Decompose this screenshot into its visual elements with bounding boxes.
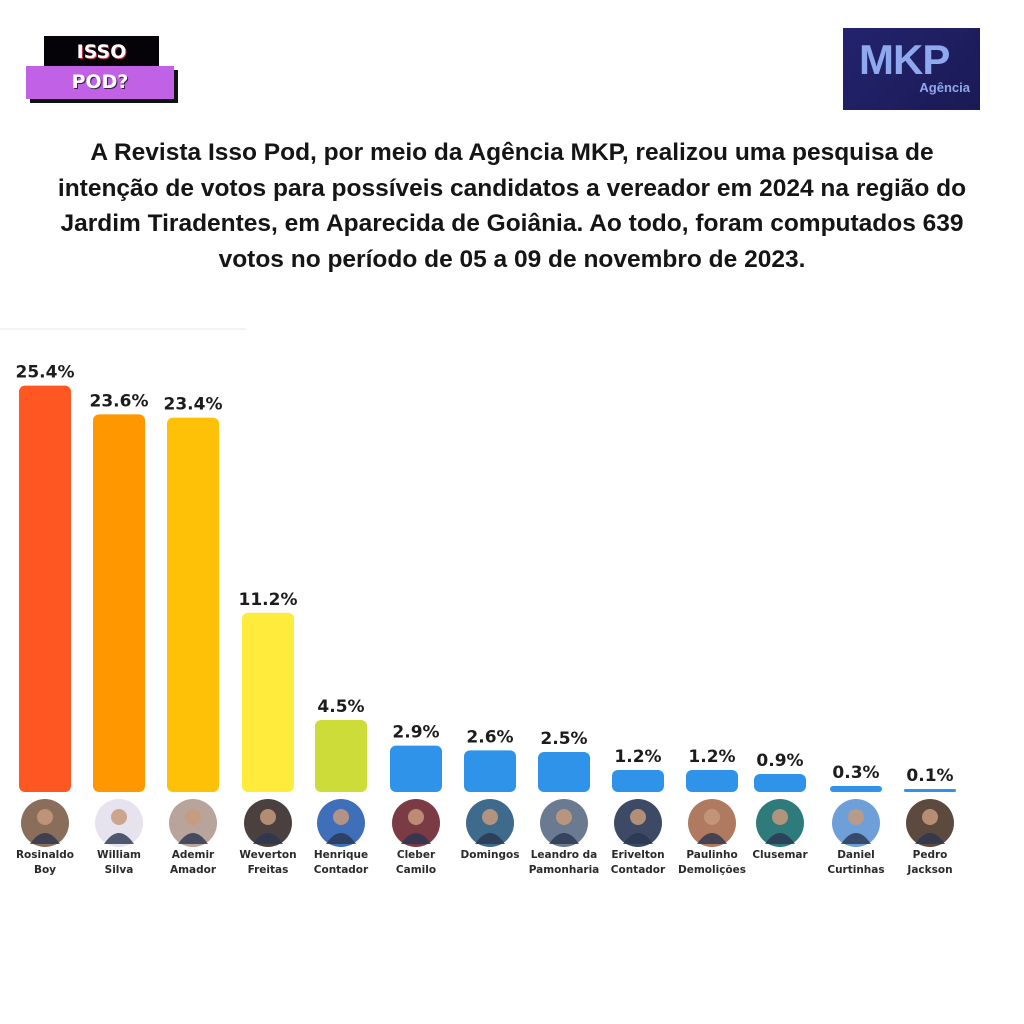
survey-intro-text: A Revista Isso Pod, por meio da Agência … bbox=[57, 139, 967, 273]
value-label: 25.4% bbox=[16, 363, 75, 383]
candidate-name-label: Cleber bbox=[397, 849, 436, 861]
avatar-body-icon bbox=[326, 833, 356, 844]
candidate-name-label: Freitas bbox=[248, 864, 289, 876]
value-label: 2.9% bbox=[392, 723, 439, 743]
candidate-name-label: Clusemar bbox=[752, 849, 808, 861]
bar-clusemar bbox=[754, 774, 806, 792]
bar-erivelton-contador bbox=[612, 770, 664, 792]
bar-daniel-curtinhas bbox=[830, 786, 882, 792]
avatar-body-icon bbox=[697, 833, 727, 844]
value-label: 4.5% bbox=[317, 697, 364, 717]
candidate-name-label: Pamonharia bbox=[529, 864, 600, 876]
candidate-name-label: Demolições bbox=[678, 864, 746, 876]
candidate-name-label: Jackson bbox=[906, 864, 952, 876]
avatar-head-icon bbox=[630, 809, 646, 825]
avatar-head-icon bbox=[482, 809, 498, 825]
avatar-head-icon bbox=[37, 809, 53, 825]
value-label: 2.6% bbox=[466, 727, 513, 747]
avatar-body-icon bbox=[841, 833, 871, 844]
avatar-head-icon bbox=[922, 809, 938, 825]
avatar-body-icon bbox=[475, 833, 505, 844]
avatar-body-icon bbox=[30, 833, 60, 844]
candidate-name-label: Ademir bbox=[172, 849, 215, 861]
value-label: 0.1% bbox=[906, 766, 953, 786]
avatar-body-icon bbox=[253, 833, 283, 844]
divider-line bbox=[0, 328, 246, 330]
value-label: 11.2% bbox=[239, 590, 298, 610]
candidate-name-label: Daniel bbox=[837, 849, 875, 861]
value-label: 0.9% bbox=[756, 751, 803, 771]
avatar-head-icon bbox=[333, 809, 349, 825]
bar-rosinaldo-boy bbox=[19, 385, 71, 792]
candidate-name-label: Paulinho bbox=[686, 849, 737, 861]
candidate-name-label: Camilo bbox=[396, 864, 436, 876]
bar-domingos bbox=[464, 750, 516, 792]
avatar-body-icon bbox=[765, 833, 795, 844]
bar-leandro-da-pamonharia bbox=[538, 752, 590, 792]
bar-weverton-freitas bbox=[242, 612, 294, 792]
candidate-name-label: Contador bbox=[611, 864, 666, 876]
vote-intention-bar-chart: 25.4% Rosinaldo Boy 23.6% William Silva 23.4% A… bbox=[16, 363, 956, 876]
value-label: 2.5% bbox=[540, 729, 587, 749]
avatar-head-icon bbox=[848, 809, 864, 825]
candidate-name-label: Silva bbox=[105, 864, 134, 876]
avatar-body-icon bbox=[549, 833, 579, 844]
avatar-body-icon bbox=[401, 833, 431, 844]
logo-line-isso: ISSO bbox=[44, 36, 159, 68]
logo-line-pod: POD? bbox=[26, 66, 174, 99]
value-label: 0.3% bbox=[832, 763, 879, 783]
value-label: 1.2% bbox=[688, 747, 735, 767]
avatar-body-icon bbox=[104, 833, 134, 844]
avatar-body-icon bbox=[178, 833, 208, 844]
avatar-head-icon bbox=[185, 809, 201, 825]
value-label: 23.6% bbox=[90, 391, 149, 411]
avatar-head-icon bbox=[704, 809, 720, 825]
avatar-head-icon bbox=[772, 809, 788, 825]
candidate-name-label: Curtinhas bbox=[827, 864, 884, 876]
candidate-name-label: Domingos bbox=[461, 849, 520, 861]
avatar-body-icon bbox=[623, 833, 653, 844]
mkp-logo-text: MKP bbox=[859, 36, 950, 83]
candidate-name-label: Henrique bbox=[314, 849, 368, 861]
candidate-name-label: Boy bbox=[34, 864, 56, 876]
candidate-name-label: Rosinaldo bbox=[16, 849, 74, 861]
candidate-name-label: William bbox=[97, 849, 141, 861]
avatar-body-icon bbox=[915, 833, 945, 844]
bar-paulinho-demolições bbox=[686, 770, 738, 792]
mkp-agencia-logo: MKP Agência bbox=[843, 28, 980, 110]
candidate-name-label: Weverton bbox=[239, 849, 296, 861]
candidate-name-label: Erivelton bbox=[611, 849, 664, 861]
candidate-name-label: Amador bbox=[170, 864, 217, 876]
bar-henrique-contador bbox=[315, 720, 367, 792]
bar-pedro-jackson bbox=[904, 789, 956, 792]
bar-ademir-amador bbox=[167, 417, 219, 792]
avatar-head-icon bbox=[260, 809, 276, 825]
avatar-head-icon bbox=[111, 809, 127, 825]
candidate-name-label: Pedro bbox=[913, 849, 948, 861]
bar-cleber-camilo bbox=[390, 745, 442, 792]
candidate-name-label: Contador bbox=[314, 864, 369, 876]
value-label: 23.4% bbox=[164, 395, 223, 415]
avatar-head-icon bbox=[408, 809, 424, 825]
bar-william-silva bbox=[93, 414, 145, 792]
mkp-logo-subtext: Agência bbox=[919, 80, 970, 95]
avatar-head-icon bbox=[556, 809, 572, 825]
candidate-name-label: Leandro da bbox=[531, 849, 598, 861]
value-label: 1.2% bbox=[614, 747, 661, 767]
